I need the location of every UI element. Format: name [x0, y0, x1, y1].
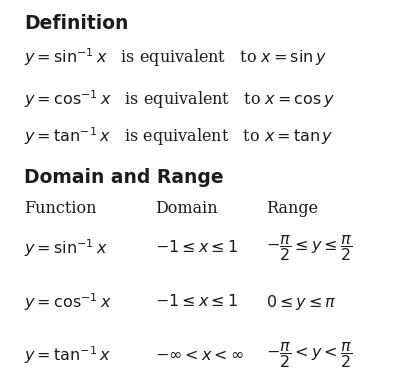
Text: $-\dfrac{\pi}{2} < y < \dfrac{\pi}{2}$: $-\dfrac{\pi}{2} < y < \dfrac{\pi}{2}$	[266, 340, 353, 370]
Text: $y = \tan^{-1} x$: $y = \tan^{-1} x$	[24, 344, 111, 366]
Text: Function: Function	[24, 200, 96, 217]
Text: $y = \tan^{-1} x$   is equivalent   to $x = \tan y$: $y = \tan^{-1} x$ is equivalent to $x = …	[24, 125, 333, 148]
Text: Definition: Definition	[24, 14, 128, 33]
Text: $-1 \leq x \leq 1$: $-1 \leq x \leq 1$	[155, 240, 238, 257]
Text: $y = \sin^{-1} x$   is equivalent   to $x = \sin y$: $y = \sin^{-1} x$ is equivalent to $x = …	[24, 46, 327, 69]
Text: $-\infty < x < \infty$: $-\infty < x < \infty$	[155, 346, 244, 363]
Text: $y = \cos^{-1} x$   is equivalent   to $x = \cos y$: $y = \cos^{-1} x$ is equivalent to $x = …	[24, 88, 335, 111]
Text: Domain: Domain	[155, 200, 218, 217]
Text: $-1 \leq x \leq 1$: $-1 \leq x \leq 1$	[155, 293, 238, 310]
Text: $-\dfrac{\pi}{2} \leq y \leq \dfrac{\pi}{2}$: $-\dfrac{\pi}{2} \leq y \leq \dfrac{\pi}…	[266, 233, 353, 263]
Text: $y = \sin^{-1} x$: $y = \sin^{-1} x$	[24, 237, 108, 259]
Text: $y = \cos^{-1} x$: $y = \cos^{-1} x$	[24, 291, 112, 313]
Text: Domain and Range: Domain and Range	[24, 168, 224, 187]
Text: Range: Range	[266, 200, 318, 217]
Text: $0 \leq y \leq \pi$: $0 \leq y \leq \pi$	[266, 293, 337, 312]
